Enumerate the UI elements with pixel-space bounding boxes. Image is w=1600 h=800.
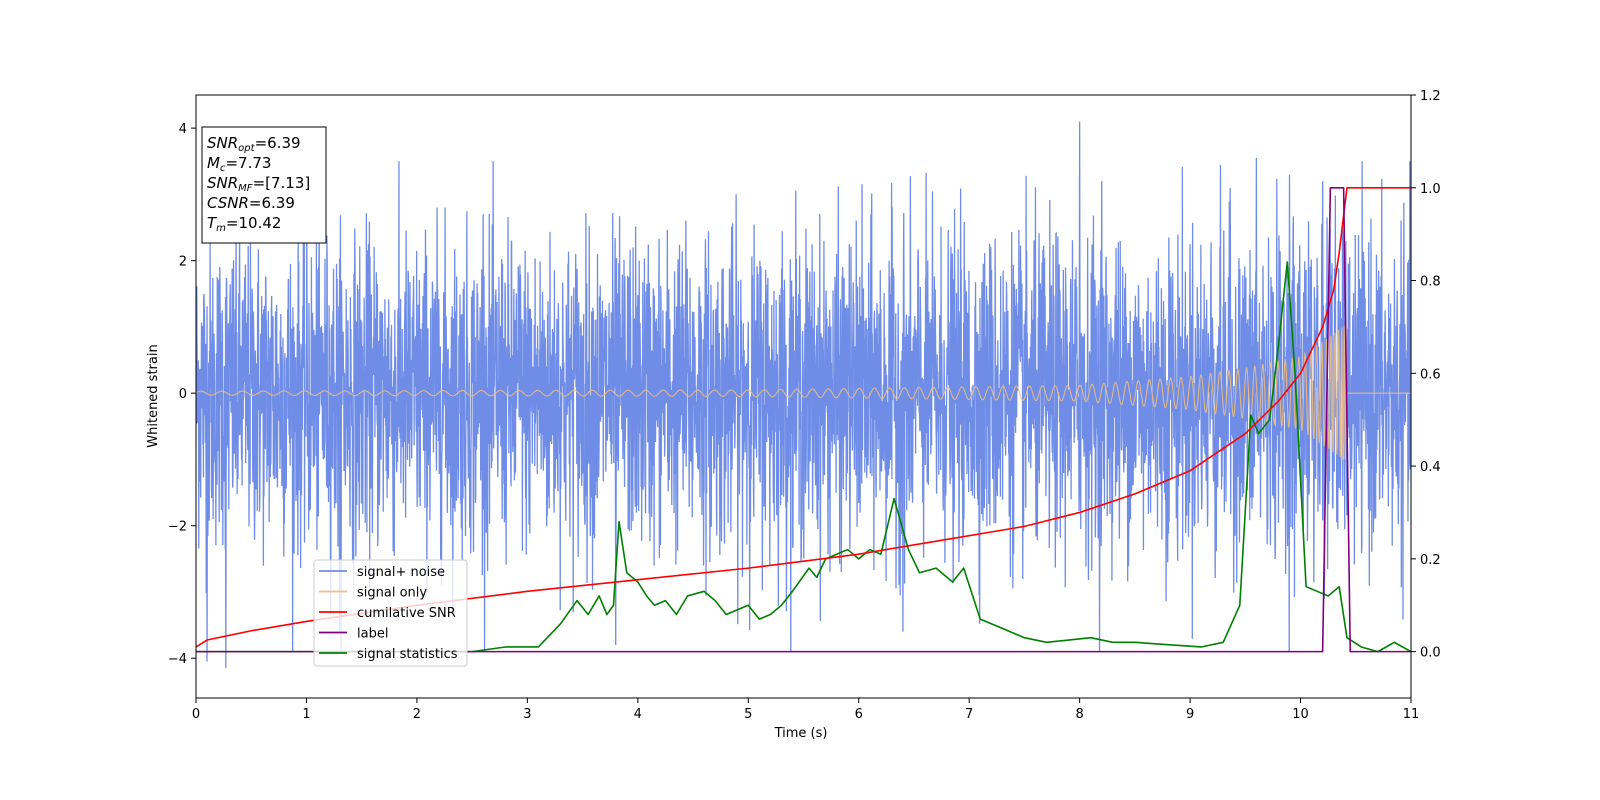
noise-peak-9 <box>1288 174 1291 394</box>
noise-peak-3 <box>482 214 485 394</box>
noise-peak-4 <box>614 393 617 645</box>
y-axis-label: Whitened strain <box>146 344 161 447</box>
y-left-tick-label: 2 <box>179 255 187 270</box>
legend-label: signal statistics <box>357 647 458 662</box>
x-tick-label: 8 <box>1075 707 1083 722</box>
legend-frame <box>313 559 468 667</box>
noise-peak-6 <box>1078 121 1081 394</box>
y-left-tick-label: 4 <box>179 122 187 137</box>
x-tick-label: 10 <box>1292 707 1309 722</box>
y-left-tick-label: −2 <box>168 520 187 535</box>
y-right-tick-label: 0.0 <box>1420 646 1441 661</box>
info-line: CSNR=6.39 <box>207 194 295 212</box>
y-right-tick-label: 0.6 <box>1420 367 1441 382</box>
noise-peak-1 <box>205 393 209 662</box>
noise-peak-8 <box>1255 157 1258 394</box>
x-tick-label: 4 <box>634 707 642 722</box>
legend-label: signal only <box>357 586 427 601</box>
axes: 0 1 2 3 4 5 6 7 8 9 10 11 −4 −2 0 2 4 0.0 0.2 0.4 0.6 0.8 1.0 1… <box>168 89 1441 722</box>
legend-label: cumilative SNR <box>357 606 456 621</box>
legend-label: label <box>357 627 388 642</box>
series-signal-only-line <box>196 325 1411 460</box>
y-left-tick-label: 0 <box>179 387 187 402</box>
y-right-tick-label: 0.2 <box>1420 553 1441 568</box>
legend-item: signal statistics <box>319 647 458 662</box>
x-tick-label: 5 <box>744 707 752 722</box>
y-right-tick-label: 1.0 <box>1420 182 1441 197</box>
y-left-tick-label: −4 <box>168 652 187 667</box>
x-tick-label: 11 <box>1403 707 1420 722</box>
legend-item: signal+ noise <box>319 565 445 580</box>
y-right-tick-label: 0.8 <box>1420 275 1441 290</box>
plot-frame <box>195 94 1412 699</box>
x-tick-label: 6 <box>855 707 863 722</box>
x-tick-label: 7 <box>965 707 973 722</box>
noise-peak-7 <box>1100 181 1103 394</box>
x-tick-label: 0 <box>192 707 200 722</box>
legend-item: signal only <box>319 586 427 601</box>
series-label-line <box>196 186 1411 653</box>
x-tick-label: 1 <box>302 707 310 722</box>
info-line: Tm=10.42 <box>207 214 281 234</box>
legend-item: label <box>319 627 388 642</box>
info-box-frame <box>201 126 327 244</box>
info-line: Mc=7.73 <box>207 154 271 174</box>
info-line: SNRopt=6.39 <box>207 134 301 154</box>
legend: signal+ noise signal only cumilative SNR la… <box>313 559 468 667</box>
noise-peak-5 <box>901 393 905 632</box>
x-tick-label: 2 <box>413 707 421 722</box>
plot-area <box>196 121 1411 669</box>
series-signal-plus-noise-line <box>196 161 1411 652</box>
legend-label: signal+ noise <box>357 565 445 580</box>
legend-item: cumilative SNR <box>319 606 456 621</box>
noise-peak-10 <box>1321 181 1324 394</box>
x-axis-label: Time (s) <box>774 726 828 741</box>
x-tick-label: 3 <box>523 707 531 722</box>
info-line: SNRMF=[7.13] <box>207 174 310 194</box>
noise-peak-0 <box>224 393 227 669</box>
y-right-tick-label: 0.4 <box>1420 460 1441 475</box>
y-right-tick-label: 1.2 <box>1420 89 1441 104</box>
x-tick-label: 9 <box>1186 707 1194 722</box>
